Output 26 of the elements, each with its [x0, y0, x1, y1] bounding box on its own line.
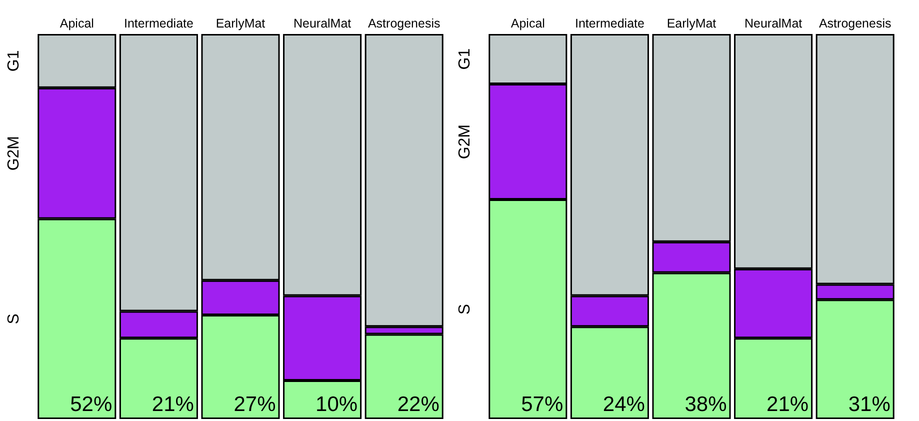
data-label: 38% [684, 393, 727, 416]
text: S [456, 304, 474, 315]
x-tick-label: Apical [60, 16, 94, 30]
data-label: 10% [316, 393, 358, 416]
x-tick-label: NeuralMat [293, 16, 352, 30]
data-label: 24% [602, 393, 645, 416]
x-tick-label: Apical [510, 16, 545, 30]
text: G2M [456, 124, 474, 160]
text: G1 [456, 48, 474, 70]
x-tick-label: Intermediate [574, 16, 644, 30]
data-label: 57% [521, 393, 564, 416]
text: S [6, 314, 22, 324]
data-label: 21% [152, 393, 194, 416]
text: G1 [6, 50, 22, 72]
x-tick-label: NeuralMat [744, 16, 803, 30]
x-tick-label: Intermediate [124, 16, 194, 30]
x-tick-label: EarlyMat [666, 16, 717, 30]
data-label: 27% [234, 393, 276, 416]
data-label: 52% [70, 393, 112, 416]
x-tick-label: EarlyMat [216, 16, 266, 30]
data-label: 22% [397, 393, 440, 416]
x-tick-label: Astrogenesis [818, 16, 892, 30]
data-label: 31% [848, 393, 890, 416]
data-label: 21% [766, 393, 809, 416]
text: G2M [6, 136, 22, 171]
x-tick-label: Astrogenesis [368, 16, 440, 30]
